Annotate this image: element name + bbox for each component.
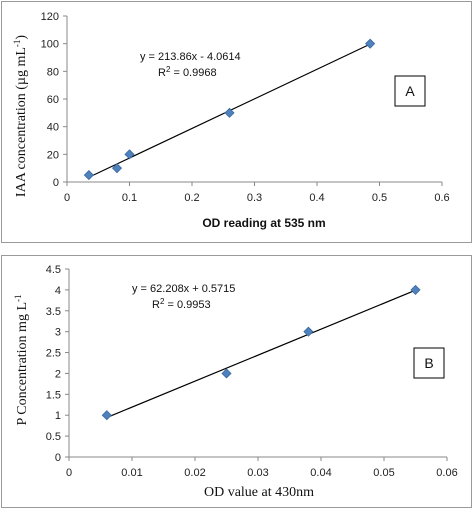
chart-b-panel-label: B xyxy=(424,355,433,371)
chart-a-panel-label: A xyxy=(405,83,415,99)
chart-b-r2: R2 = 0.9953 xyxy=(152,297,211,312)
chart-a-svg: 0 20 40 60 80 100 120 0 0.1 0.2 0.3 0.4 0.5 0.6 y = … xyxy=(12,11,450,230)
chart-b-y-tick-label: 4.5 xyxy=(46,264,61,276)
chart-b-equation: y = 62.208x + 0.5715 xyxy=(132,283,235,295)
chart-a-label-box xyxy=(394,75,426,107)
chart-b-y-tick-label: 1.5 xyxy=(46,389,61,401)
chart-b-y-tick-label: 4 xyxy=(55,285,61,297)
chart-b-x-ticks: 0 0.01 0.02 0.03 0.04 0.05 0.06 xyxy=(66,457,458,479)
chart-a-equation: y = 213.86x - 4.0614 xyxy=(140,51,241,63)
chart-a-x-ticks: 0 0.1 0.2 0.3 0.4 0.5 0.6 xyxy=(64,182,450,204)
chart-a-r2: R2 = 0.9968 xyxy=(158,65,217,80)
chart-a-y-label: IAA concentration (µg mL-1) xyxy=(12,35,29,197)
chart-a-data-point xyxy=(224,107,235,118)
chart-b-y-tick-label: 3.5 xyxy=(46,306,61,318)
chart-b-y-ticks: 0 0.5 1 1.5 2 2.5 3 3.5 4 4.5 xyxy=(46,264,69,464)
chart-a-y-tick-label: 40 xyxy=(47,122,59,134)
chart-b-y-tick-label: 1 xyxy=(55,410,61,422)
chart-b-data-point xyxy=(221,368,232,379)
chart-a-data-point xyxy=(124,149,135,160)
chart-b-svg: 0 0.5 1 1.5 2 2.5 3 3.5 4 4.5 0 0.01 0.02 0.03 0.04 0.… xyxy=(13,264,458,500)
chart-a-y-tick-label: 0 xyxy=(53,177,59,189)
chart-b-x-tick-label: 0.01 xyxy=(121,467,142,479)
chart-a-points xyxy=(83,38,376,181)
chart-b-y-tick-label: 0 xyxy=(55,452,61,464)
chart-a-y-ticks: 0 20 40 60 80 100 120 xyxy=(41,11,67,189)
chart-a-x-tick-label: 0.6 xyxy=(434,192,449,204)
chart-b-trendline xyxy=(106,289,416,419)
chart-b-y-tick-label: 3 xyxy=(55,327,61,339)
chart-b-x-tick-label: 0.03 xyxy=(247,467,268,479)
chart-a-x-tick-label: 0.4 xyxy=(309,192,324,204)
chart-a-y-tick-label: 20 xyxy=(47,149,59,161)
chart-a-data-point xyxy=(83,170,94,181)
chart-a-y-tick-label: 60 xyxy=(47,94,59,106)
chart-panel-a: 0 20 40 60 80 100 120 0 0.1 0.2 0.3 0.4 0.5 0.6 y = … xyxy=(1,1,472,243)
chart-b-label-box xyxy=(413,347,445,379)
chart-a-y-tick-label: 100 xyxy=(41,39,59,51)
chart-b-x-tick-label: 0.02 xyxy=(184,467,205,479)
chart-a-x-tick-label: 0.5 xyxy=(372,192,387,204)
chart-b-x-tick-label: 0.05 xyxy=(373,467,394,479)
chart-b-y-tick-label: 2.5 xyxy=(46,348,61,360)
chart-a-x-tick-label: 0 xyxy=(64,192,70,204)
chart-b-y-label: P Concentration mg L-1 xyxy=(13,294,30,425)
chart-panel-b: 0 0.5 1 1.5 2 2.5 3 3.5 4 4.5 0 0.01 0.02 0.03 0.04 0.… xyxy=(1,255,472,508)
chart-a-x-tick-label: 0.3 xyxy=(247,192,262,204)
chart-b-data-point xyxy=(303,326,314,337)
chart-b-y-tick-label: 2 xyxy=(55,368,61,380)
chart-b-y-tick-label: 0.5 xyxy=(46,431,61,443)
chart-a-data-point xyxy=(365,38,376,49)
chart-a-y-tick-label: 80 xyxy=(47,66,59,78)
chart-a-x-label: OD reading at 535 nm xyxy=(202,216,325,230)
chart-b-x-tick-label: 0 xyxy=(66,467,72,479)
chart-a-y-tick-label: 120 xyxy=(41,11,59,23)
chart-b-x-label: OD value at 430nm xyxy=(204,485,314,500)
chart-a-data-point xyxy=(111,163,123,174)
chart-b-data-point xyxy=(410,284,421,295)
chart-b-points xyxy=(101,284,421,421)
chart-b-x-tick-label: 0.06 xyxy=(436,467,457,479)
chart-a-x-tick-label: 0.1 xyxy=(122,192,137,204)
chart-b-x-tick-label: 0.04 xyxy=(310,467,331,479)
chart-a-x-tick-label: 0.2 xyxy=(184,192,199,204)
chart-b-data-point xyxy=(101,410,112,421)
